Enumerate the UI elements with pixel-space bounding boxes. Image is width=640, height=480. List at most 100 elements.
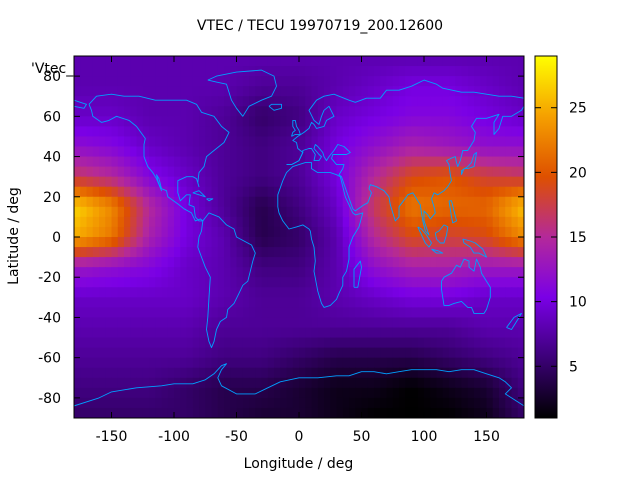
- heatmap-cell: [324, 206, 331, 218]
- heatmap-cell: [117, 327, 125, 339]
- heatmap-cell: [167, 216, 175, 228]
- heatmap-cell: [474, 357, 481, 369]
- y-tick-label: -20: [38, 270, 61, 286]
- heatmap-cell: [474, 206, 481, 218]
- heatmap-cell: [399, 347, 406, 359]
- heatmap-cell: [186, 146, 194, 158]
- heatmap-cell: [142, 397, 150, 409]
- heatmap-cell: [242, 327, 250, 339]
- heatmap-cell: [374, 176, 381, 188]
- heatmap-cell: [230, 96, 238, 107]
- heatmap-cell: [286, 317, 294, 329]
- heatmap-cell: [499, 196, 506, 208]
- heatmap-cell: [411, 327, 419, 339]
- heatmap-cell: [305, 397, 313, 409]
- heatmap-cell: [211, 297, 219, 308]
- heatmap-cell: [86, 86, 94, 97]
- heatmap-cell: [211, 186, 219, 198]
- heatmap-cell: [405, 347, 413, 359]
- heatmap-cell: [411, 377, 419, 389]
- heatmap-cell: [280, 56, 288, 67]
- heatmap-cell: [167, 407, 175, 418]
- heatmap-cell: [74, 106, 81, 117]
- heatmap-cell: [480, 377, 488, 389]
- heatmap-cell: [455, 357, 463, 369]
- heatmap-cell: [274, 206, 281, 218]
- heatmap-cell: [380, 247, 388, 258]
- heatmap-cell: [330, 237, 338, 248]
- heatmap-cell: [367, 247, 375, 258]
- heatmap-cell: [455, 337, 463, 349]
- heatmap-cell: [86, 237, 94, 248]
- heatmap-cell: [199, 226, 206, 238]
- heatmap-cell: [405, 136, 413, 148]
- heatmap-cell: [249, 86, 256, 97]
- heatmap-cell: [505, 257, 513, 268]
- heatmap-cell: [255, 126, 263, 138]
- heatmap-cell: [105, 377, 113, 389]
- heatmap-cell: [230, 166, 238, 178]
- heatmap-cell: [249, 206, 256, 218]
- heatmap-cell: [74, 247, 81, 258]
- heatmap-cell: [449, 257, 456, 268]
- heatmap-cell: [161, 56, 169, 67]
- heatmap-cell: [492, 136, 500, 148]
- heatmap-cell: [255, 116, 263, 127]
- heatmap-cell: [80, 96, 88, 107]
- heatmap-cell: [261, 176, 269, 188]
- heatmap-cell: [486, 247, 494, 258]
- heatmap-cell: [161, 347, 169, 359]
- heatmap-cell: [349, 247, 356, 258]
- heatmap-cell: [342, 216, 350, 228]
- heatmap-cell: [105, 56, 113, 67]
- heatmap-cell: [424, 96, 431, 107]
- heatmap-cell: [467, 317, 475, 329]
- heatmap-cell: [311, 307, 319, 319]
- heatmap-cell: [124, 66, 131, 77]
- heatmap-cell: [455, 146, 463, 158]
- heatmap-cell: [305, 337, 313, 349]
- heatmap-cell: [161, 407, 169, 418]
- heatmap-cell: [317, 267, 325, 278]
- heatmap-cell: [517, 317, 524, 329]
- heatmap-cell: [230, 116, 238, 127]
- heatmap-cell: [74, 66, 81, 77]
- heatmap-cell: [130, 126, 138, 138]
- heatmap-cell: [499, 377, 506, 389]
- heatmap-cell: [130, 267, 138, 278]
- heatmap-cell: [130, 347, 138, 359]
- heatmap-cell: [292, 407, 300, 418]
- heatmap-cell: [255, 86, 263, 97]
- heatmap-cell: [211, 247, 219, 258]
- heatmap-cell: [349, 166, 356, 178]
- y-tick-label: 40: [43, 150, 61, 166]
- heatmap-cell: [374, 327, 381, 339]
- heatmap-cell: [342, 106, 350, 117]
- heatmap-cell: [80, 186, 88, 198]
- heatmap-cell: [424, 337, 431, 349]
- heatmap-cell: [130, 357, 138, 369]
- heatmap-cell: [311, 277, 319, 288]
- heatmap-cell: [142, 206, 150, 218]
- heatmap-cell: [149, 337, 156, 349]
- heatmap-cell: [324, 357, 331, 369]
- heatmap-cell: [324, 277, 331, 288]
- heatmap-cell: [117, 277, 125, 288]
- heatmap-cell: [74, 277, 81, 288]
- heatmap-cell: [455, 126, 463, 138]
- heatmap-cell: [492, 297, 500, 308]
- heatmap-cell: [386, 357, 394, 369]
- heatmap-cell: [380, 216, 388, 228]
- heatmap-cell: [342, 176, 350, 188]
- heatmap-cell: [230, 196, 238, 208]
- heatmap-cell: [317, 106, 325, 117]
- heatmap-cell: [292, 106, 300, 117]
- heatmap-cell: [249, 247, 256, 258]
- heatmap-cell: [230, 307, 238, 319]
- heatmap-cell: [436, 387, 444, 399]
- heatmap-cell: [499, 297, 506, 308]
- heatmap-cell: [174, 156, 181, 168]
- heatmap-cell: [355, 257, 363, 268]
- heatmap-cell: [117, 397, 125, 409]
- heatmap-cell: [130, 377, 138, 389]
